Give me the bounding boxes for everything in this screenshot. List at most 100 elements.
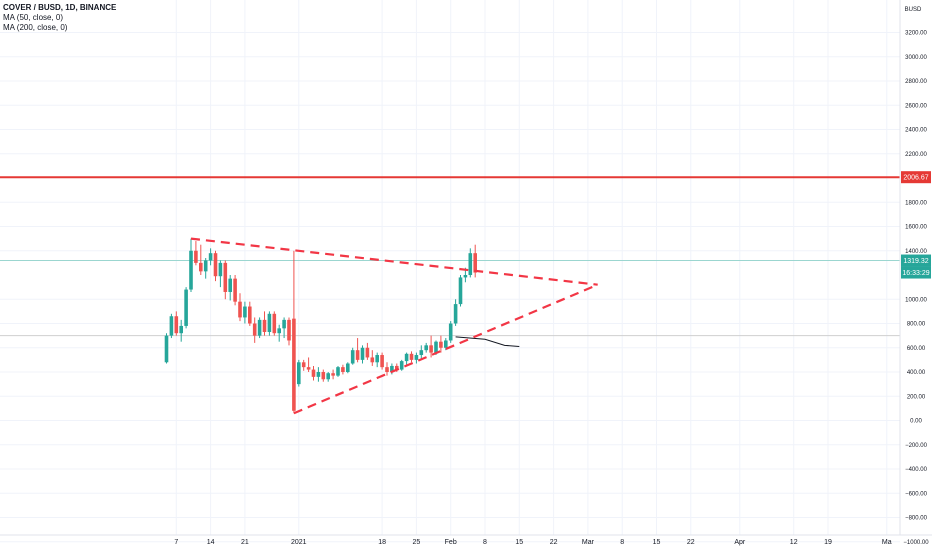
candle-body [321,372,326,380]
candle [243,301,247,324]
candle [238,293,242,322]
candle [439,335,443,353]
candle-body [473,253,477,273]
candle [189,238,193,292]
candle [228,275,232,301]
candle-body [399,361,404,370]
candle [248,301,252,326]
candle-body [341,367,345,372]
candle-body [306,367,311,370]
x-tick-label: 21 [241,539,249,546]
candle-body [208,253,213,261]
x-tick-label: 22 [687,539,695,546]
candle-body [336,367,340,376]
x-tick-label: 22 [550,539,558,546]
x-tick-label: 15 [515,539,523,546]
candle [208,248,213,266]
candle [292,250,296,414]
candle [336,365,340,377]
candle-body [184,289,188,326]
candle-body [424,345,428,351]
y-tick-label: 0.00 [910,419,922,425]
candle-body [213,253,218,277]
x-tick-label: Apr [734,539,746,546]
candle [203,258,208,279]
y-tick-label: 1000.00 [905,297,927,303]
candle-body [390,365,394,372]
candle [473,244,477,278]
price-axis[interactable]: 3200.00 3000.00 2800.00 2600.00 2400.00 2200.… [903,31,929,546]
candle-body [409,353,414,360]
chart-legend: COVER / BUSD, 1D, BINANCE MA (50, close,… [3,3,116,33]
candle-body [355,350,360,360]
candle [306,357,311,372]
candle [429,335,433,358]
candle-body [179,325,183,334]
legend-ma-200[interactable]: MA (200, close, 0) [3,23,68,32]
candle-body [228,278,232,292]
last-price-text: 1319.32 [903,258,928,265]
x-tick-label: 7 [174,539,178,546]
candle-body [429,345,433,353]
candle-body [262,319,267,332]
triangle-trendline[interactable] [190,237,598,286]
candle-body [458,277,463,305]
candle-body [468,253,473,275]
legend-ma-50[interactable]: MA (50, close, 0) [3,13,64,22]
candle-body [439,341,443,348]
candle [341,364,345,375]
candle-body [414,355,419,360]
candle [350,347,355,365]
candle [174,311,179,336]
candle [213,250,218,282]
countdown-text: 16:33:29 [902,270,929,277]
price-badges: 2006.67 1319.32 16:33:29 [901,171,931,279]
candle-body [238,301,242,318]
x-tick-label: Ma [882,539,892,546]
y-tick-label: 1600.00 [905,225,927,231]
candle [267,311,272,336]
triangle-trendline[interactable] [293,283,599,415]
candle [262,311,267,336]
candle-body [272,313,277,334]
candle [287,317,291,346]
candle [233,275,237,306]
currency-label: BUSD [905,7,922,13]
y-tick-label: −1000.00 [903,540,929,546]
y-tick-label: −600.00 [905,491,928,497]
candle [380,352,384,370]
x-tick-label: Mar [582,539,595,546]
candle-body [316,372,321,377]
candle-body [199,262,203,272]
candle [409,351,414,363]
y-tick-label: 2400.00 [905,128,927,134]
candle [282,317,286,339]
candle [414,352,419,364]
candle [179,319,183,342]
candle-body [346,363,350,372]
y-tick-label: 1400.00 [905,249,927,255]
last-price-badge [901,254,931,267]
time-axis[interactable]: 7 14 21 2021 18 25 Feb 8 15 22 Mar 8 15 22 Apr 12 19 Ma [174,539,891,546]
legend-symbol[interactable]: COVER / BUSD, 1D, BINANCE [3,3,117,12]
candle-body [370,357,375,363]
candle [355,338,360,363]
candle-body [218,262,223,277]
candle [257,317,262,339]
y-tick-label: 2600.00 [905,103,927,109]
candle [419,345,424,359]
y-tick-label: 600.00 [907,346,926,352]
candle [169,313,174,339]
x-tick-label: 14 [207,539,215,546]
candle-body [189,250,193,290]
candle [370,350,375,366]
candle-body [252,323,257,336]
x-tick-label: 8 [620,539,624,546]
candle-body [380,355,384,368]
y-tick-label: 3000.00 [905,55,927,61]
candle-body [444,340,448,348]
candlestick-series [164,238,477,414]
candle [199,244,203,275]
candle-body [169,316,174,336]
